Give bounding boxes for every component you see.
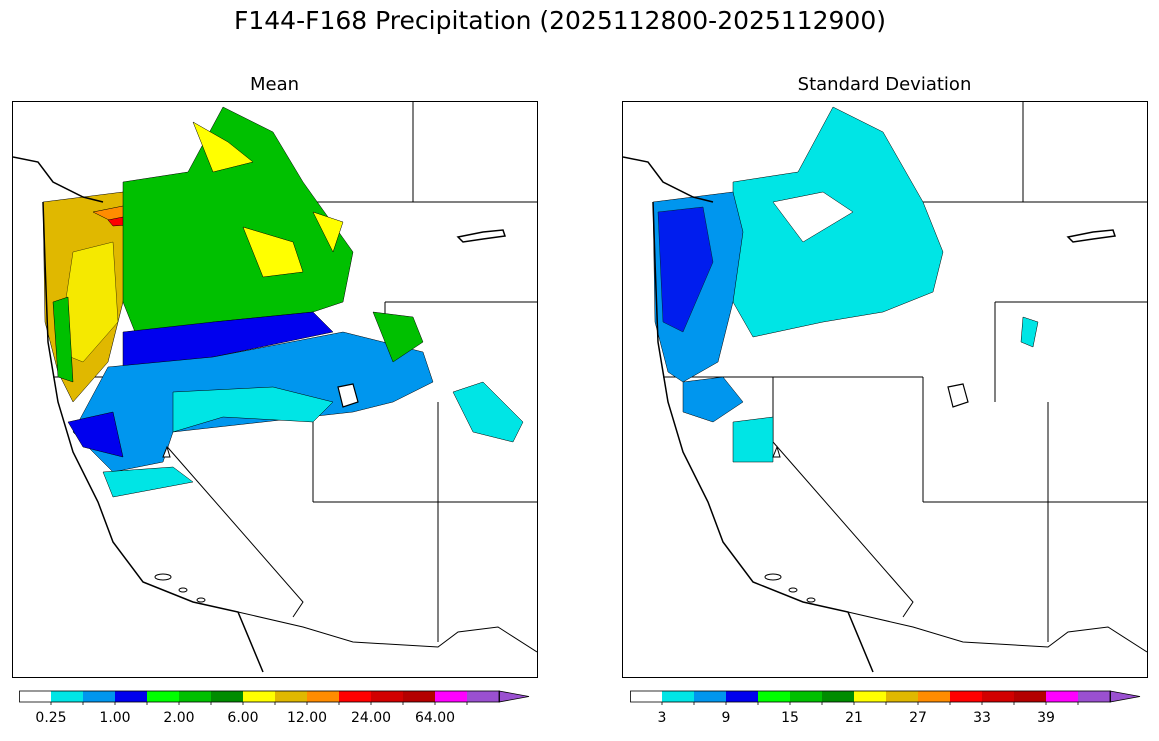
channel-islands (154, 573, 206, 603)
colorbar-swatch (371, 691, 403, 702)
colorbar-swatch (115, 691, 147, 702)
std-map-canvas (623, 102, 1147, 673)
colorbar-swatch (307, 691, 339, 702)
std-fill (652, 106, 1039, 463)
std-panel-title: Standard Deviation (797, 74, 972, 95)
lake-feature (456, 229, 506, 243)
colorbar-swatch (403, 691, 435, 702)
colorbar-swatch (83, 691, 115, 702)
colorbar-swatch (950, 691, 982, 702)
colorbar-tick-label: 3 (657, 710, 667, 726)
colorbar-swatch (435, 691, 467, 702)
colorbar-tick-label: 39 (1037, 710, 1055, 726)
colorbar-tick-label: 33 (973, 710, 991, 726)
colorbar-tick-label: 1.00 (99, 710, 131, 726)
colorbar-tick-label: 27 (909, 710, 927, 726)
mean-panel-title: Mean (249, 74, 300, 95)
colorbar-extend-arrow (498, 690, 530, 703)
colorbar-outline (19, 690, 500, 703)
colorbar-tick-label: 64.00 (414, 710, 456, 726)
colorbar-tick-label: 0.25 (35, 710, 67, 726)
colorbar-tick-label: 6.00 (227, 710, 259, 726)
channel-islands (764, 573, 816, 603)
colorbar-swatch (822, 691, 854, 702)
colorbar-swatch (886, 691, 918, 702)
colorbar-tick-label: 15 (781, 710, 799, 726)
lake-feature (1066, 229, 1116, 243)
colorbar-tick-label: 21 (845, 710, 863, 726)
lake-tahoe (772, 445, 781, 458)
coastline (42, 201, 264, 673)
mean-precip-fill (42, 106, 524, 498)
colorbar-swatch (758, 691, 790, 702)
std-colorbar (630, 690, 1145, 710)
colorbar-tick-label: 9 (721, 710, 731, 726)
std-colorbar-svg (630, 690, 1141, 705)
colorbar-swatch (19, 691, 51, 702)
colorbar-swatch (147, 691, 179, 702)
figure-title: F144-F168 Precipitation (2025112800-2025… (233, 6, 886, 35)
colorbar-swatch (1046, 691, 1078, 702)
std-map (622, 101, 1148, 678)
colorbar-swatch (467, 691, 499, 702)
colorbar-swatch (726, 691, 758, 702)
colorbar-swatch (243, 691, 275, 702)
colorbar-swatch (275, 691, 307, 702)
colorbar-swatch (982, 691, 1014, 702)
colorbar-swatch (211, 691, 243, 702)
colorbar-swatch (51, 691, 83, 702)
colorbar-swatch (694, 691, 726, 702)
mean-map-canvas (13, 102, 537, 677)
colorbar-swatch (918, 691, 950, 702)
coastline (652, 201, 874, 673)
colorbar-swatch (1014, 691, 1046, 702)
colorbar-tick-label: 24.00 (350, 710, 392, 726)
great-salt-lake (337, 383, 359, 408)
colorbar-outline (630, 690, 1111, 703)
canada-coast (13, 156, 104, 203)
colorbar-tick-label: 12.00 (286, 710, 328, 726)
colorbar-swatch (339, 691, 371, 702)
mean-colorbar-svg (19, 690, 530, 705)
colorbar-swatch (630, 691, 662, 702)
mean-colorbar (19, 690, 534, 710)
colorbar-swatch (662, 691, 694, 702)
lake-tahoe (162, 445, 171, 458)
colorbar-swatch (854, 691, 886, 702)
colorbar-swatch (179, 691, 211, 702)
colorbar-swatch (1078, 691, 1110, 702)
colorbar-swatch (790, 691, 822, 702)
canada-coast (623, 156, 714, 203)
mean-map (12, 101, 538, 678)
colorbar-tick-label: 2.00 (163, 710, 195, 726)
colorbar-extend-arrow (1109, 690, 1141, 703)
great-salt-lake (947, 383, 969, 408)
